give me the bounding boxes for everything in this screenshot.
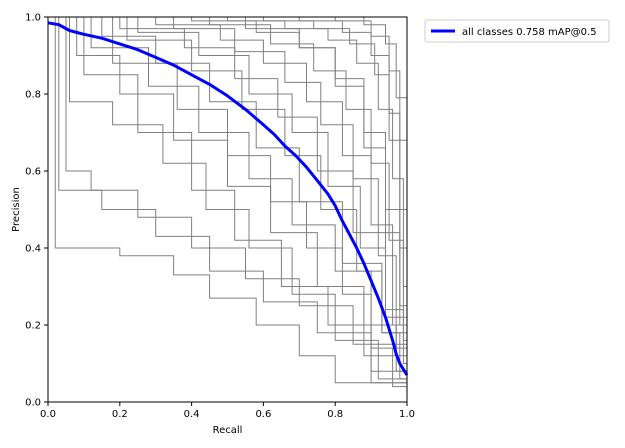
y-tick-label: 1.0: [25, 13, 41, 24]
legend-box: [424, 19, 610, 43]
class-curve-2: [48, 16, 407, 372]
x-tick-label: 0.4: [184, 409, 200, 420]
class-curve-1: [48, 16, 407, 345]
class-curve-12: [48, 16, 407, 380]
y-tick-label: 0.4: [25, 244, 41, 255]
class-curve-21: [48, 16, 407, 380]
class-curves: [48, 16, 407, 388]
class-curve-18: [48, 16, 407, 141]
legend-label-all-classes: all classes 0.758 mAP@0.5: [462, 27, 597, 38]
y-axis-ticks: 0.0 0.2 0.4 0.6 0.8 1.0: [25, 13, 48, 409]
y-tick-label: 0.2: [25, 321, 41, 332]
plot-frame: [47, 16, 408, 403]
class-curve-10: [48, 16, 407, 249]
class-curve-5: [48, 16, 407, 334]
class-curve-14: [48, 16, 407, 364]
x-axis-ticks: 0.0 0.2 0.4 0.6 0.8 1.0: [40, 402, 415, 420]
class-curve-11: [48, 16, 407, 384]
y-axis-title: Precision: [11, 187, 22, 232]
class-curve-4: [48, 16, 407, 357]
x-tick-label: 0.2: [112, 409, 128, 420]
y-tick-label: 0.8: [25, 90, 41, 101]
class-curve-22: [48, 16, 407, 326]
class-curve-16: [48, 16, 407, 341]
all-classes-curve: [47, 21, 409, 376]
class-curve-3: [48, 16, 407, 384]
class-curve-19: [48, 16, 407, 99]
class-curve-9: [48, 16, 407, 287]
all-classes-line: [47, 21, 409, 376]
class-curve-6: [48, 16, 407, 318]
x-tick-label: 1.0: [399, 409, 415, 420]
class-curve-15: [48, 16, 407, 349]
y-tick-label: 0.0: [25, 398, 41, 409]
x-axis-title: Recall: [213, 425, 243, 436]
x-tick-label: 0.8: [327, 409, 343, 420]
legend: all classes 0.758 mAP@0.5: [424, 19, 610, 43]
x-tick-label: 0.6: [255, 409, 271, 420]
x-tick-label: 0.0: [40, 409, 56, 420]
y-tick-label: 0.6: [25, 167, 41, 178]
